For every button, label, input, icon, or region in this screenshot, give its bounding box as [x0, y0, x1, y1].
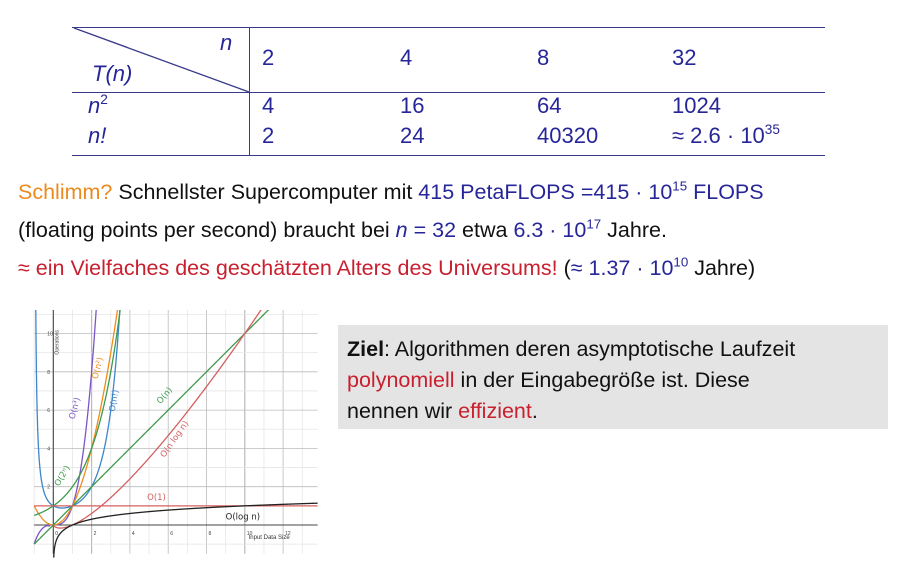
y-tick-label: 0	[47, 523, 50, 529]
x-tick-label: 4	[132, 531, 135, 537]
table-cell: 40320	[537, 123, 599, 148]
series-label: O(n!)	[108, 389, 122, 413]
col-header: 2	[262, 45, 275, 70]
x-tick-label: 0	[55, 531, 58, 537]
table-cell: 24	[400, 123, 425, 148]
series-line	[33, 310, 270, 545]
table-cell: 2	[262, 123, 275, 148]
series-line	[33, 310, 121, 517]
series-label: O(n³)	[68, 396, 83, 420]
x-tick-label: 10	[247, 531, 253, 537]
complexity-table: n T(n) 2 4 8 32 n2 4 16 64 1024 n! 2 24 …	[72, 27, 825, 156]
row-label-nfact: n!	[88, 123, 107, 148]
goal-line-1: Ziel: Algorithmen deren asymptotische La…	[347, 337, 796, 361]
y-tick-label: 4	[47, 446, 50, 452]
series-line	[33, 310, 97, 545]
table-cell: 1024	[672, 93, 721, 118]
table-top-rule	[72, 27, 825, 28]
corner-n: n	[220, 30, 233, 55]
table-mid-rule	[72, 92, 825, 93]
series-line	[52, 310, 262, 529]
table-cell: 64	[537, 93, 562, 118]
series-line	[53, 502, 318, 558]
y-axis-label: Operations	[54, 330, 60, 355]
x-tick-label: 2	[94, 531, 97, 537]
table-bottom-rule	[72, 155, 825, 156]
x-tick-label: 6	[170, 531, 173, 537]
corner-tn: T(n)	[92, 61, 133, 86]
goal-box: Ziel: Algorithmen deren asymptotische La…	[338, 325, 888, 429]
table-cell: 4	[262, 93, 275, 118]
series-line	[33, 310, 119, 526]
table-cell-highlight: ≈ 2.6 · 1035	[672, 122, 780, 148]
col-header: 32	[672, 45, 697, 70]
table-cell: 16	[400, 93, 425, 118]
goal-line-2: polynomiell in der Eingabegröße ist. Die…	[347, 368, 750, 392]
x-tick-label: 12	[285, 531, 291, 537]
table-diagonal	[73, 27, 250, 93]
text-line-3: ≈ ein Vielfaches des geschätzten Alters …	[18, 254, 756, 280]
series-label: O(n)	[155, 386, 175, 407]
y-tick-label: 2	[47, 485, 50, 491]
series-label: O(n log n)	[159, 419, 192, 460]
text-line-1: Schlimm? Schnellster Supercomputer mit 4…	[18, 178, 764, 204]
col-header: 8	[537, 45, 550, 70]
goal-line-3: nennen wir effizient.	[347, 399, 538, 423]
series-line	[35, 310, 121, 509]
table-vertical-rule	[249, 27, 250, 156]
y-tick-label: 6	[47, 408, 50, 414]
y-tick-label: 10	[47, 332, 53, 338]
y-tick-label: 8	[47, 370, 50, 376]
series-label: O(1)	[147, 493, 166, 503]
series-label: O(log n)	[226, 512, 260, 522]
x-axis-label: Input Data Size	[249, 535, 291, 541]
x-tick-label: 8	[209, 531, 212, 537]
text-line-2: (floating points per second) braucht bei…	[18, 216, 667, 242]
row-label-n2: n2	[88, 92, 108, 118]
col-header: 4	[400, 45, 413, 70]
